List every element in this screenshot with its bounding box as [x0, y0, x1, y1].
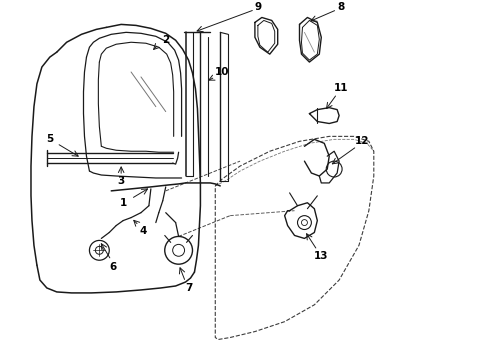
Text: 11: 11 [334, 83, 348, 93]
Text: 12: 12 [355, 136, 369, 146]
Text: 4: 4 [139, 225, 147, 235]
Text: 5: 5 [46, 134, 53, 144]
Text: 10: 10 [215, 67, 229, 77]
Text: 3: 3 [118, 176, 125, 186]
Text: 2: 2 [162, 35, 170, 45]
Text: 8: 8 [338, 1, 345, 12]
Text: 1: 1 [120, 198, 127, 208]
Text: 13: 13 [314, 251, 328, 261]
Text: 6: 6 [110, 262, 117, 272]
Text: 7: 7 [185, 283, 192, 293]
Text: 9: 9 [254, 1, 262, 12]
